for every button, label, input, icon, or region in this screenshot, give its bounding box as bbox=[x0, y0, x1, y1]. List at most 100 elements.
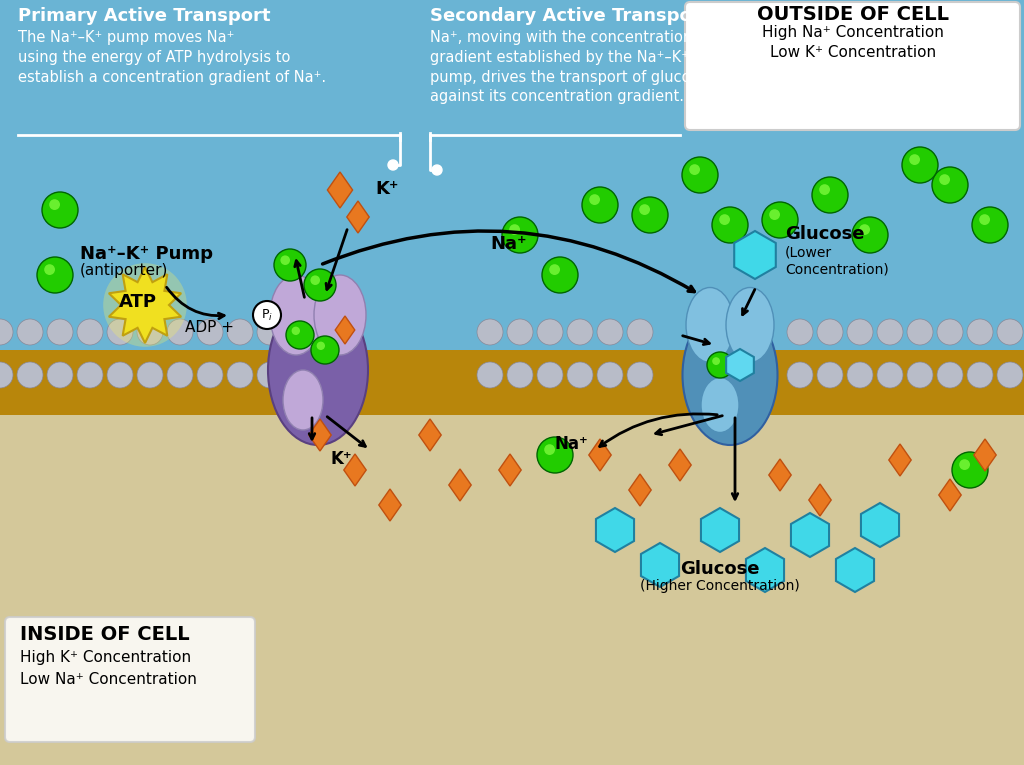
Circle shape bbox=[310, 275, 319, 285]
Circle shape bbox=[49, 199, 60, 210]
Circle shape bbox=[847, 319, 873, 345]
Polygon shape bbox=[701, 508, 739, 552]
Circle shape bbox=[197, 319, 223, 345]
Polygon shape bbox=[596, 508, 634, 552]
Polygon shape bbox=[328, 172, 352, 208]
FancyBboxPatch shape bbox=[5, 617, 255, 742]
FancyBboxPatch shape bbox=[0, 395, 1024, 765]
Circle shape bbox=[167, 319, 193, 345]
Circle shape bbox=[932, 167, 968, 203]
Circle shape bbox=[537, 319, 563, 345]
Circle shape bbox=[859, 224, 870, 235]
Circle shape bbox=[544, 444, 555, 455]
Circle shape bbox=[106, 319, 133, 345]
Circle shape bbox=[537, 362, 563, 388]
Circle shape bbox=[137, 362, 163, 388]
Circle shape bbox=[507, 319, 534, 345]
Circle shape bbox=[787, 319, 813, 345]
Circle shape bbox=[432, 165, 442, 175]
Circle shape bbox=[567, 362, 593, 388]
Circle shape bbox=[719, 214, 730, 225]
Circle shape bbox=[997, 319, 1023, 345]
Circle shape bbox=[509, 224, 520, 235]
Circle shape bbox=[0, 362, 13, 388]
Polygon shape bbox=[809, 484, 831, 516]
Circle shape bbox=[0, 319, 13, 345]
Text: Low K⁺ Concentration: Low K⁺ Concentration bbox=[770, 45, 936, 60]
Circle shape bbox=[304, 269, 336, 301]
Polygon shape bbox=[734, 231, 776, 279]
Ellipse shape bbox=[686, 288, 734, 363]
Circle shape bbox=[979, 214, 990, 225]
Text: (antiporter): (antiporter) bbox=[80, 263, 168, 278]
Polygon shape bbox=[344, 454, 367, 486]
Polygon shape bbox=[499, 454, 521, 486]
Text: P$_i$: P$_i$ bbox=[261, 308, 273, 323]
Circle shape bbox=[967, 319, 993, 345]
Circle shape bbox=[817, 319, 843, 345]
FancyBboxPatch shape bbox=[685, 2, 1020, 130]
Polygon shape bbox=[974, 439, 996, 471]
FancyBboxPatch shape bbox=[0, 350, 1024, 415]
Circle shape bbox=[507, 362, 534, 388]
Circle shape bbox=[902, 147, 938, 183]
Text: Na⁺–K⁺ Pump: Na⁺–K⁺ Pump bbox=[80, 245, 213, 263]
Text: K⁺: K⁺ bbox=[375, 180, 398, 198]
Circle shape bbox=[287, 362, 313, 388]
Circle shape bbox=[47, 362, 73, 388]
Polygon shape bbox=[836, 548, 874, 592]
Circle shape bbox=[787, 362, 813, 388]
Ellipse shape bbox=[268, 295, 368, 445]
Circle shape bbox=[582, 187, 618, 223]
Circle shape bbox=[907, 362, 933, 388]
Polygon shape bbox=[419, 419, 441, 451]
Polygon shape bbox=[726, 349, 754, 381]
Circle shape bbox=[77, 362, 103, 388]
Circle shape bbox=[937, 362, 963, 388]
Circle shape bbox=[597, 362, 623, 388]
Circle shape bbox=[707, 352, 733, 378]
Circle shape bbox=[77, 319, 103, 345]
Polygon shape bbox=[347, 201, 370, 233]
Text: Secondary Active Transport: Secondary Active Transport bbox=[430, 7, 710, 25]
Polygon shape bbox=[449, 469, 471, 501]
Circle shape bbox=[812, 177, 848, 213]
Circle shape bbox=[847, 362, 873, 388]
Circle shape bbox=[502, 217, 538, 253]
Circle shape bbox=[227, 362, 253, 388]
Circle shape bbox=[106, 362, 133, 388]
Polygon shape bbox=[379, 489, 401, 521]
Circle shape bbox=[997, 362, 1023, 388]
Text: OUTSIDE OF CELL: OUTSIDE OF CELL bbox=[757, 5, 949, 24]
Circle shape bbox=[907, 319, 933, 345]
Circle shape bbox=[567, 319, 593, 345]
Circle shape bbox=[316, 342, 325, 350]
Circle shape bbox=[103, 263, 186, 347]
Circle shape bbox=[253, 301, 281, 329]
Circle shape bbox=[589, 194, 600, 205]
FancyBboxPatch shape bbox=[0, 0, 1024, 395]
Circle shape bbox=[549, 264, 560, 275]
Circle shape bbox=[274, 249, 306, 281]
Text: High Na⁺ Concentration: High Na⁺ Concentration bbox=[762, 25, 944, 40]
Polygon shape bbox=[589, 439, 611, 471]
Ellipse shape bbox=[283, 370, 323, 430]
Circle shape bbox=[762, 202, 798, 238]
Circle shape bbox=[877, 362, 903, 388]
Circle shape bbox=[819, 184, 830, 195]
Circle shape bbox=[959, 459, 970, 470]
Circle shape bbox=[632, 197, 668, 233]
Circle shape bbox=[44, 264, 55, 275]
Text: Na⁺, moving with the concentration
gradient established by the Na⁺–K⁺
pump, driv: Na⁺, moving with the concentration gradi… bbox=[430, 30, 708, 104]
Circle shape bbox=[713, 357, 720, 365]
Circle shape bbox=[639, 204, 650, 215]
Circle shape bbox=[281, 256, 290, 265]
Circle shape bbox=[542, 257, 578, 293]
Text: The Na⁺–K⁺ pump moves Na⁺
using the energy of ATP hydrolysis to
establish a conc: The Na⁺–K⁺ pump moves Na⁺ using the ener… bbox=[18, 30, 326, 85]
Polygon shape bbox=[745, 548, 784, 592]
Text: Glucose: Glucose bbox=[680, 560, 760, 578]
Circle shape bbox=[388, 160, 398, 170]
Circle shape bbox=[292, 327, 300, 335]
Text: INSIDE OF CELL: INSIDE OF CELL bbox=[20, 625, 189, 644]
Circle shape bbox=[167, 362, 193, 388]
